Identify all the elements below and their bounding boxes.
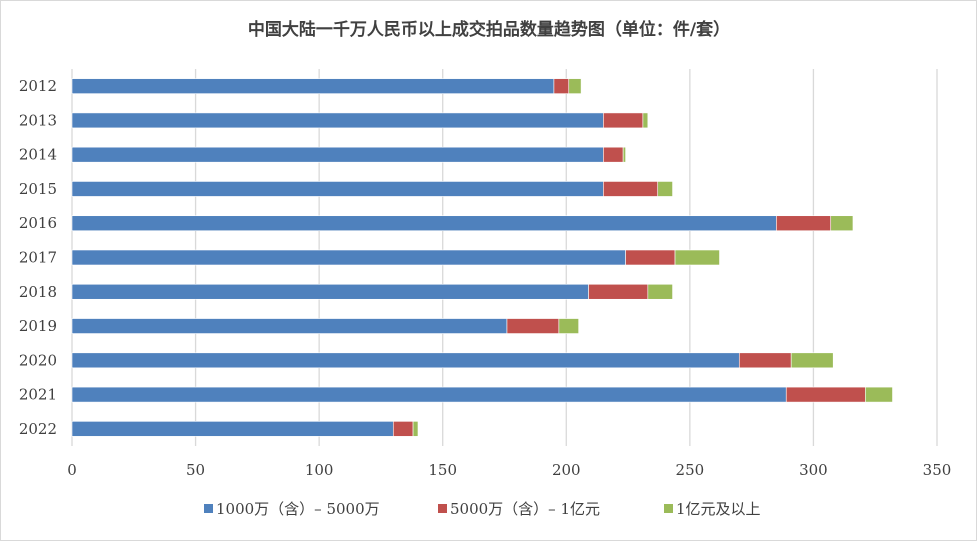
y-tick-label: 2021 — [19, 386, 57, 404]
legend-swatch — [438, 504, 447, 513]
bar-segment-2013-2 — [603, 112, 644, 129]
x-tick-label: 0 — [67, 461, 77, 479]
bar-segment-2021-3 — [865, 386, 893, 403]
y-axis-labels: 2012 2013 2014 2015 2016 2017 2018 2019 2020 2021… — [19, 77, 57, 438]
bar-segment-2012-3 — [568, 78, 582, 94]
bar-segment-2014-2 — [603, 146, 624, 163]
legend-swatch — [664, 504, 673, 513]
y-tick-label: 2014 — [19, 146, 57, 164]
x-tick-label: 250 — [676, 461, 705, 479]
x-tick-label: 100 — [305, 461, 334, 479]
bar-segment-2012-1 — [71, 78, 555, 94]
bar-segment-2022-2 — [392, 421, 414, 437]
x-tick-label: 300 — [799, 461, 828, 479]
x-tick-label: 150 — [428, 461, 457, 479]
chart-title: 中国大陆一千万人民币以上成交拍品数量趋势图（单位：件/套） — [248, 19, 730, 40]
bar-segment-2017-3 — [674, 249, 720, 266]
bar-segment-2014-3 — [622, 146, 626, 163]
bar-segment-2021-1 — [71, 386, 787, 403]
x-tick-label: 200 — [552, 461, 581, 479]
x-tick-label: 50 — [186, 461, 205, 479]
y-tick-label: 2015 — [19, 180, 57, 198]
x-tick-label: 350 — [923, 461, 952, 479]
bar-segment-2020-2 — [738, 352, 792, 369]
bar-segment-2016-3 — [830, 215, 854, 232]
y-tick-label: 2013 — [19, 111, 57, 129]
legend-swatch — [204, 504, 213, 513]
bar-segment-2020-1 — [71, 352, 740, 369]
y-tick-label: 2018 — [19, 283, 57, 301]
y-tick-label: 2016 — [19, 214, 57, 232]
bar-segment-2015-3 — [657, 181, 673, 197]
bar-segment-2015-2 — [603, 181, 659, 197]
bar-segment-2020-3 — [790, 352, 834, 369]
bar-segment-2015-1 — [71, 181, 604, 197]
bar-segment-2014-1 — [71, 146, 604, 163]
bar-segment-2018-2 — [588, 283, 649, 300]
bar-segment-2018-3 — [647, 283, 673, 300]
y-tick-label: 2017 — [19, 249, 57, 267]
bar-segment-2016-1 — [71, 215, 777, 232]
bar-segment-2022-1 — [71, 421, 394, 437]
legend: 1000万（含）– 5000万 5000万（含）– 1亿元 1亿元及以上 — [204, 500, 761, 518]
y-tick-label: 2020 — [19, 351, 57, 369]
bar-segment-2017-1 — [71, 249, 626, 266]
bars — [71, 78, 893, 437]
y-tick-label: 2012 — [19, 77, 57, 95]
bar-segment-2013-3 — [642, 112, 649, 129]
bar-segment-2019-1 — [71, 318, 508, 334]
bar-segment-2017-2 — [625, 249, 676, 266]
bar-segment-2019-2 — [506, 318, 560, 334]
bar-segment-2022-3 — [412, 421, 419, 437]
y-tick-label: 2022 — [19, 420, 57, 438]
bar-segment-2019-3 — [558, 318, 579, 334]
bar-segment-2021-2 — [785, 386, 866, 403]
legend-label: 1000万（含）– 5000万 — [216, 500, 380, 518]
bar-segment-2018-1 — [71, 283, 589, 300]
bar-segment-2016-2 — [776, 215, 832, 232]
bar-segment-2013-1 — [71, 112, 604, 129]
bar-segment-2012-2 — [553, 78, 570, 94]
legend-label: 5000万（含）– 1亿元 — [450, 500, 600, 518]
legend-label: 1亿元及以上 — [676, 500, 761, 518]
y-tick-label: 2019 — [19, 317, 57, 335]
x-axis-labels: 0 50 100 150 200 250 300 350 — [67, 461, 951, 479]
